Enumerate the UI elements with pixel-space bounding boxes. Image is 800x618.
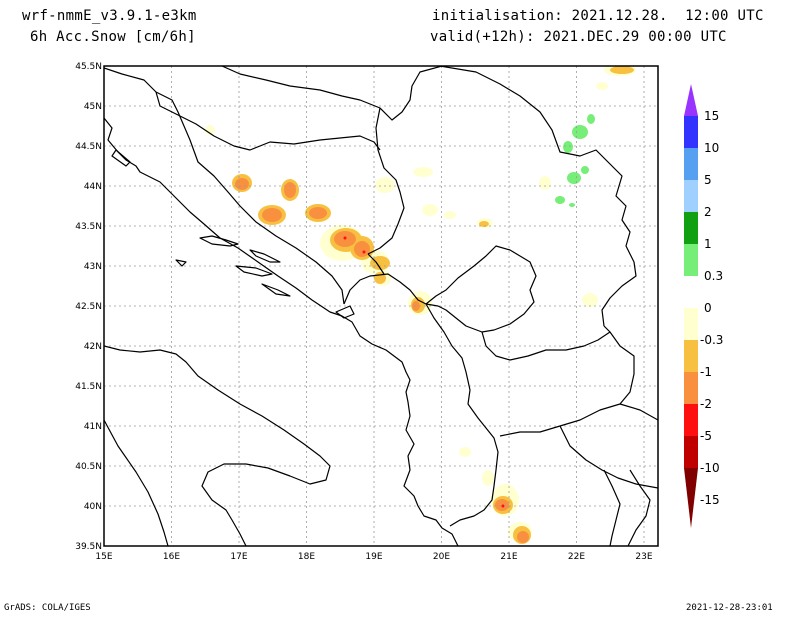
colorbar-label: -1 [700, 365, 712, 379]
lat-label: 45.5N [75, 62, 102, 72]
colorbar-segment [684, 308, 698, 340]
lon-label: 19E [365, 552, 382, 562]
lat-label: 44.5N [75, 142, 102, 152]
lon-label: 22E [568, 552, 585, 562]
lon-label: 16E [163, 552, 180, 562]
colorbar-segment [684, 212, 698, 244]
colorbar-label: 0 [704, 301, 712, 315]
lon-label: 17E [230, 552, 247, 562]
lat-label: 41.5N [75, 382, 102, 392]
lon-label: 21E [500, 552, 517, 562]
lat-label: 42.5N [75, 302, 102, 312]
lon-label: 18E [298, 552, 315, 562]
lat-label: 41N [84, 422, 102, 432]
colorbar-segment [684, 340, 698, 372]
map-frame [103, 65, 659, 547]
lat-label: 44N [84, 182, 102, 192]
map-gridlines [104, 66, 658, 546]
colorbar-segment [684, 276, 698, 308]
lat-label: 45N [84, 102, 102, 112]
lat-label: 43N [84, 262, 102, 272]
colorbar-top-triangle [684, 84, 698, 116]
valid-time: valid(+12h): 2021.DEC.29 00:00 UTC [430, 29, 727, 45]
colorbar-label: -2 [700, 397, 712, 411]
colorbar-labels: 15 10 5 2 1 0.3 0 -0.3 -1 -2 -5 -10 -15 [700, 109, 723, 507]
colorbar-label: -15 [700, 493, 720, 507]
colorbar-label: 15 [704, 109, 719, 123]
variable-title: 6h Acc.Snow [cm/6h] [30, 29, 196, 45]
colorbar-label: -0.3 [700, 333, 723, 347]
lat-label: 40.5N [75, 462, 102, 472]
colorbar-segment [684, 436, 698, 468]
colorbar-label: 10 [704, 141, 719, 155]
colorbar-segment [684, 180, 698, 212]
lat-label: 42N [84, 342, 102, 352]
colorbar-label: 1 [704, 237, 712, 251]
lon-label: 15E [95, 552, 112, 562]
colorbar-label: -5 [700, 429, 712, 443]
colorbar [684, 84, 698, 528]
model-title: wrf-nmmE_v3.9.1-e3km [22, 8, 197, 24]
lon-label: 23E [635, 552, 652, 562]
lat-label: 43.5N [75, 222, 102, 232]
lat-label: 40N [84, 502, 102, 512]
map-boundaries [104, 66, 658, 546]
colorbar-segment [684, 148, 698, 180]
snow-field-layer [205, 66, 636, 544]
colorbar-segment [684, 116, 698, 148]
lat-label: 39.5N [75, 542, 102, 552]
longitude-labels: 15E 16E 17E 18E 19E 20E 21E 22E 23E [95, 552, 652, 562]
colorbar-segment [684, 244, 698, 276]
colorbar-label: 5 [704, 173, 712, 187]
latitude-labels: 45.5N 45N 44.5N 44N 43.5N 43N 42.5N 42N 41.5N 41N… [75, 62, 102, 552]
colorbar-label: -10 [700, 461, 720, 475]
footer-credit: GrADS: COLA/IGES [4, 603, 91, 613]
colorbar-segment [684, 372, 698, 404]
colorbar-label: 2 [704, 205, 712, 219]
colorbar-bottom-triangle [684, 468, 698, 528]
footer-timestamp: 2021-12-28-23:01 [686, 603, 773, 613]
lon-label: 20E [433, 552, 450, 562]
init-time: initialisation: 2021.12.28. 12:00 UTC [432, 8, 764, 24]
colorbar-label: 0.3 [704, 269, 723, 283]
colorbar-segment [684, 404, 698, 436]
